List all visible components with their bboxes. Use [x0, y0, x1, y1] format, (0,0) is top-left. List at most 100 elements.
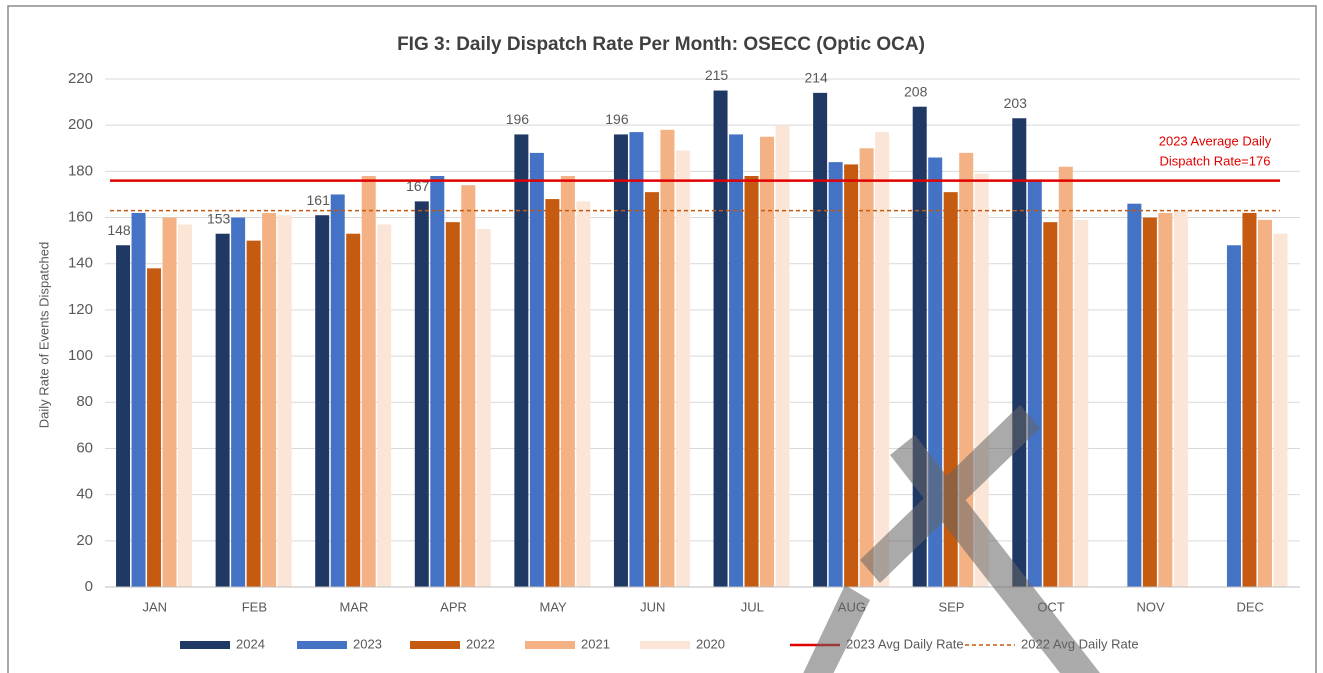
bar	[644, 192, 659, 588]
bar	[1242, 212, 1257, 587]
bar	[1012, 118, 1027, 587]
data-label: 214	[804, 70, 828, 86]
legend-swatch	[640, 641, 690, 649]
bar	[744, 175, 759, 587]
y-tick-label: 200	[68, 116, 93, 133]
data-label: 167	[406, 178, 430, 194]
legend-swatch	[525, 641, 575, 649]
bar	[713, 90, 728, 587]
legend-label: 2020	[696, 636, 725, 651]
y-tick-label: 180	[68, 162, 93, 179]
y-tick-label: 220	[68, 70, 93, 87]
y-tick-label: 40	[76, 486, 93, 503]
bar	[277, 215, 292, 587]
bar	[116, 245, 131, 587]
bar	[629, 132, 644, 588]
data-label: 161	[307, 192, 331, 208]
data-label: 208	[904, 83, 928, 99]
bar	[660, 129, 675, 588]
y-tick-label: 140	[68, 255, 93, 272]
bar	[147, 268, 162, 587]
bar	[613, 134, 628, 587]
bar	[361, 175, 376, 587]
y-tick-label: 100	[68, 347, 93, 364]
bar	[246, 240, 261, 588]
bar	[430, 175, 445, 587]
bar	[813, 92, 828, 587]
bar	[828, 162, 843, 588]
x-tick-label: JAN	[143, 599, 168, 614]
y-tick-label: 80	[76, 393, 93, 410]
data-label: 203	[1004, 95, 1028, 111]
bar	[1158, 212, 1173, 587]
bar	[162, 217, 177, 587]
bar	[775, 125, 790, 587]
y-tick-label: 0	[85, 578, 93, 595]
bar	[330, 194, 345, 588]
y-tick-label: 20	[76, 532, 93, 549]
bar	[545, 199, 560, 587]
y-tick-label: 160	[68, 209, 93, 226]
data-label: 153	[207, 210, 231, 226]
bar	[231, 217, 246, 587]
bar	[414, 201, 429, 587]
bar	[844, 164, 859, 587]
bar	[461, 185, 476, 587]
bar	[760, 136, 775, 587]
x-tick-label: FEB	[242, 599, 267, 614]
bar	[1142, 217, 1157, 587]
legend-label: 2024	[236, 636, 265, 651]
bar	[315, 215, 330, 587]
bar	[514, 134, 529, 587]
bar	[1027, 180, 1042, 587]
y-tick-label: 120	[68, 301, 93, 318]
legend-swatch	[297, 641, 347, 649]
bar	[1257, 219, 1272, 587]
bar	[1127, 203, 1142, 587]
y-tick-label: 60	[76, 439, 93, 456]
chart-title: FIG 3: Daily Dispatch Rate Per Month: OS…	[397, 34, 925, 55]
x-tick-label: DEC	[1236, 599, 1263, 614]
x-tick-label: NOV	[1137, 599, 1166, 614]
data-label: 148	[107, 222, 131, 238]
bar	[445, 222, 460, 587]
bar	[178, 224, 193, 588]
annotation: 2023 Average Daily	[1159, 133, 1272, 148]
bar	[529, 152, 544, 587]
bar	[729, 134, 744, 587]
legend-label: 2023	[353, 636, 382, 651]
bar	[131, 212, 146, 587]
legend-swatch	[410, 641, 460, 649]
legend-label: 2023 Avg Daily Rate	[846, 636, 964, 651]
legend-swatch	[180, 641, 230, 649]
x-tick-label: APR	[440, 599, 467, 614]
bar	[346, 233, 361, 587]
x-tick-label: MAR	[340, 599, 369, 614]
x-tick-label: SEP	[938, 599, 964, 614]
bar	[377, 224, 392, 588]
watermark	[803, 405, 1100, 673]
bar	[215, 233, 230, 587]
bar	[576, 201, 591, 587]
x-tick-label: JUN	[640, 599, 665, 614]
data-label: 196	[506, 111, 530, 127]
bar	[1074, 219, 1089, 587]
bar	[560, 175, 575, 587]
data-label: 196	[605, 111, 629, 127]
bar	[476, 229, 491, 587]
annotation: Dispatch Rate=176	[1160, 153, 1271, 168]
x-tick-label: JUL	[741, 599, 764, 614]
x-tick-label: MAY	[540, 599, 568, 614]
y-axis-label: Daily Rate of Events Dispatched	[36, 242, 51, 428]
legend-label: 2021	[581, 636, 610, 651]
legend-label: 2022	[466, 636, 495, 651]
bar	[859, 148, 874, 588]
bar	[675, 150, 690, 587]
bar	[1173, 210, 1188, 588]
bar	[875, 132, 890, 588]
bar	[1043, 222, 1058, 587]
bar	[1058, 166, 1073, 587]
bar	[1226, 245, 1241, 587]
